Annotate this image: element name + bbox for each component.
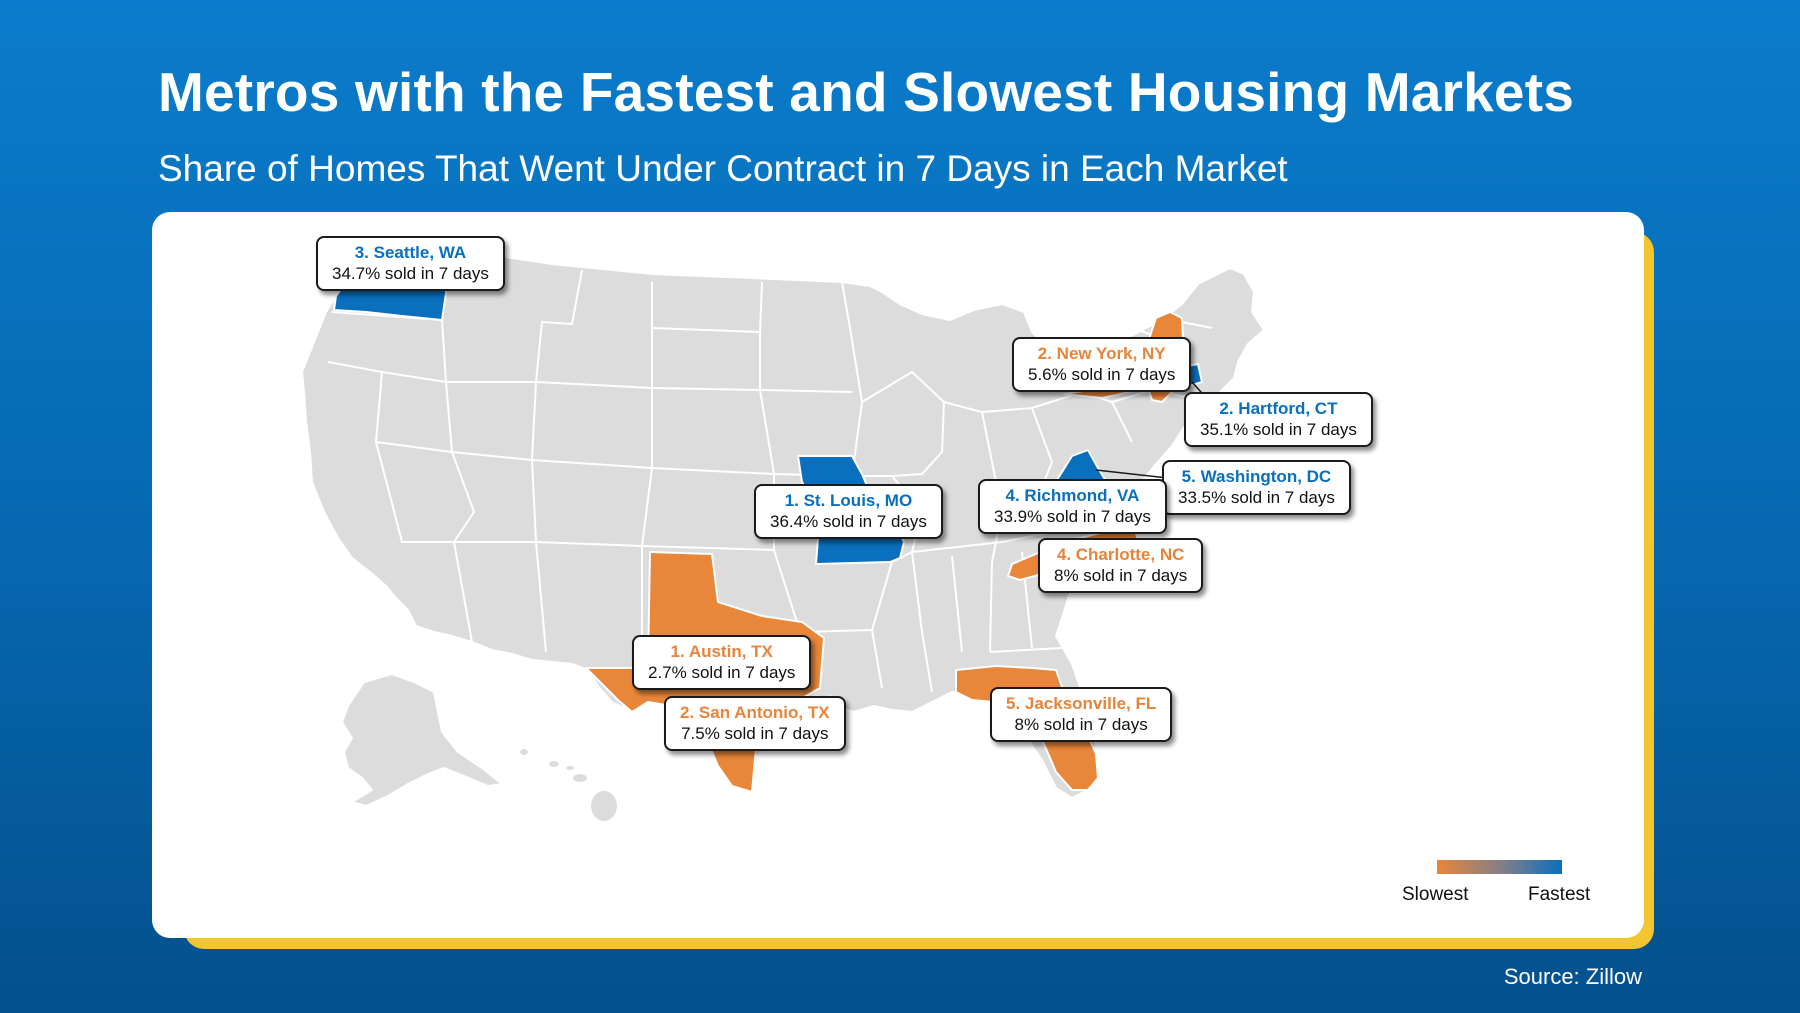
callout-stat: 7.5% sold in 7 days bbox=[681, 724, 829, 743]
source-note: Source: Zillow bbox=[1503, 964, 1642, 989]
callout-city: 1. Austin, TX bbox=[670, 642, 773, 661]
callout-stat: 33.9% sold in 7 days bbox=[994, 507, 1151, 526]
map-card: 3. Seattle, WA 34.7% sold in 7 days 2. N… bbox=[152, 212, 1644, 938]
callout-city: 5. Jacksonville, FL bbox=[1006, 694, 1157, 713]
callout-stat: 36.4% sold in 7 days bbox=[770, 512, 927, 531]
callout-hartford: 2. Hartford, CT 35.1% sold in 7 days bbox=[1184, 392, 1373, 447]
callout-city: 4. Charlotte, NC bbox=[1056, 545, 1185, 564]
page-title: Metros with the Fastest and Slowest Hous… bbox=[158, 61, 1575, 123]
callout-seattle: 3. Seattle, WA 34.7% sold in 7 days bbox=[316, 236, 505, 291]
callout-stat: 34.7% sold in 7 days bbox=[332, 264, 489, 283]
callout-city: 2. San Antonio, TX bbox=[680, 703, 830, 722]
callout-city: 3. Seattle, WA bbox=[354, 243, 467, 262]
callout-richmond: 4. Richmond, VA 33.9% sold in 7 days bbox=[978, 479, 1167, 534]
callout-city: 2. Hartford, CT bbox=[1219, 399, 1338, 418]
callout-jacksonville: 5. Jacksonville, FL 8% sold in 7 days bbox=[990, 687, 1173, 742]
callout-san-antonio: 2. San Antonio, TX 7.5% sold in 7 days bbox=[664, 696, 846, 751]
legend-fastest-label: Fastest bbox=[1528, 884, 1591, 905]
legend-gradient-bar bbox=[1437, 860, 1562, 874]
hawaii-molokai bbox=[564, 764, 576, 772]
callout-austin: 1. Austin, TX 2.7% sold in 7 days bbox=[632, 635, 812, 690]
page-subtitle: Share of Homes That Went Under Contract … bbox=[158, 148, 1288, 189]
callout-city: 5. Washington, DC bbox=[1181, 467, 1332, 486]
callout-st-louis: 1. St. Louis, MO 36.4% sold in 7 days bbox=[754, 484, 943, 539]
legend-slowest-label: Slowest bbox=[1402, 884, 1469, 905]
hawaii-oahu bbox=[547, 759, 561, 769]
callout-new-york: 2. New York, NY 5.6% sold in 7 days bbox=[1012, 337, 1192, 392]
callout-stat: 2.7% sold in 7 days bbox=[648, 663, 796, 682]
callout-stat: 5.6% sold in 7 days bbox=[1028, 365, 1176, 384]
hawaii-big-island bbox=[589, 789, 619, 823]
callout-washington-dc: 5. Washington, DC 33.5% sold in 7 days bbox=[1162, 460, 1351, 515]
alaska bbox=[341, 673, 503, 807]
callout-city: 2. New York, NY bbox=[1037, 344, 1166, 363]
callout-stat: 8% sold in 7 days bbox=[1014, 715, 1148, 734]
callout-charlotte: 4. Charlotte, NC 8% sold in 7 days bbox=[1038, 538, 1204, 593]
callout-stat: 33.5% sold in 7 days bbox=[1178, 488, 1335, 507]
hawaii-kauai bbox=[518, 747, 530, 757]
hawaii-maui bbox=[571, 772, 589, 784]
callout-city: 4. Richmond, VA bbox=[1005, 486, 1140, 505]
callout-city: 1. St. Louis, MO bbox=[784, 491, 913, 510]
us-map bbox=[301, 237, 1265, 823]
callout-stat: 35.1% sold in 7 days bbox=[1200, 420, 1357, 439]
callout-stat: 8% sold in 7 days bbox=[1054, 566, 1188, 585]
